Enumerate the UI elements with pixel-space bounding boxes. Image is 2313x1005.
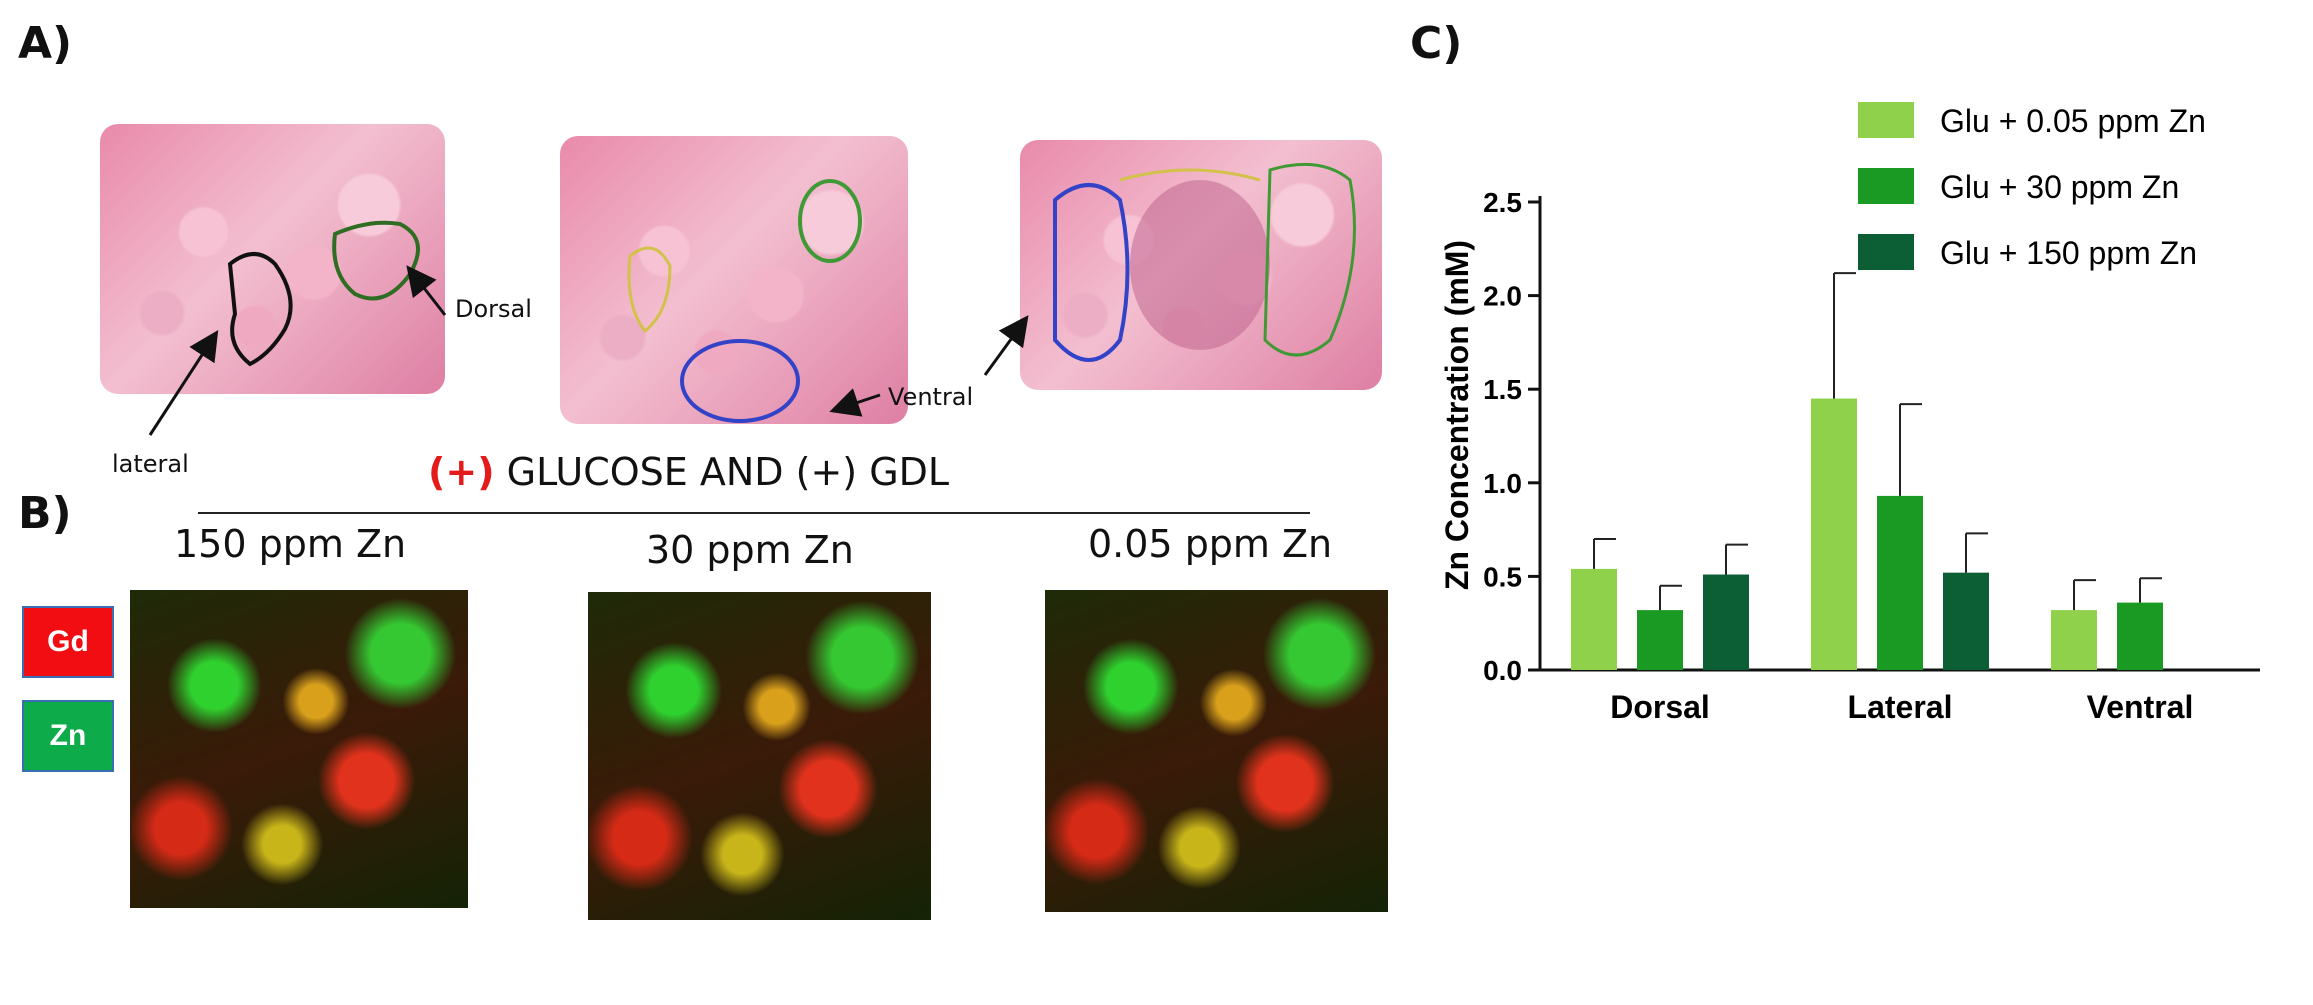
y-tick-label: 0.5 [1483,561,1522,592]
legend-label: Glu + 30 ppm Zn [1940,169,2179,205]
panel-c-label: C) [1410,18,1463,69]
panel-b-label: B) [18,488,72,539]
label-ventral: Ventral [888,383,974,411]
bar [1637,610,1683,670]
fluorescence-image-150 [130,590,468,908]
y-tick-label: 2.0 [1483,281,1522,312]
legend-label: Glu + 0.05 ppm Zn [1940,103,2206,139]
x-tick-label: Dorsal [1610,689,1710,725]
y-tick-label: 0.0 [1483,655,1522,686]
y-axis-label: Zn Concentration (mM) [1439,240,1475,590]
legend-swatch [1858,102,1914,138]
bar [1571,568,1617,670]
image-caption-150: 150 ppm Zn [174,522,407,566]
x-tick-label: Lateral [1848,689,1953,725]
legend-zn: Zn [22,700,114,772]
label-dorsal: Dorsal [455,295,532,323]
chart-bars [1571,272,2163,670]
chart-legend: Glu + 0.05 ppm Zn Glu + 30 ppm Zn Glu + 15… [1858,102,2206,271]
bar-chart: Glu + 0.05 ppm Zn Glu + 30 ppm Zn Glu + 15… [1439,102,2260,725]
x-tick-label: Ventral [2087,689,2194,725]
histology-image-2 [560,136,908,424]
title-rest: GLUCOSE AND (+) GDL [506,450,950,494]
label-lateral: lateral [112,450,189,478]
title-underline [198,512,1310,514]
bar [1703,574,1749,670]
bar [2051,610,2097,670]
bar [2117,602,2163,670]
image-caption-005: 0.05 ppm Zn [1088,522,1333,566]
legend-swatch [1858,234,1914,270]
bar [1943,572,1989,670]
image-caption-30: 30 ppm Zn [646,528,854,572]
fluorescence-image-005 [1045,590,1388,912]
y-tick-label: 1.0 [1483,468,1522,499]
annotation-arrows [148,265,1029,436]
y-tick-label: 1.5 [1483,374,1522,405]
legend-label: Glu + 150 ppm Zn [1940,235,2197,271]
y-tick-label: 2.5 [1483,187,1522,218]
fluorescence-image-30 [588,592,931,920]
panel-a-label: A) [18,18,73,69]
panel-b-title: (+) GLUCOSE AND (+) GDL [428,450,949,494]
title-plus: (+) [428,450,495,494]
bar [1811,398,1857,670]
histology-image-3 [1020,140,1382,390]
bar [1877,495,1923,670]
legend-swatch [1858,168,1914,204]
chart-axes: 0.0 0.5 1.0 1.5 2.0 2.5 Dorsal Lateral Ventral [1483,187,2260,725]
histology-image-1 [100,124,445,394]
legend-gd: Gd [22,606,114,678]
